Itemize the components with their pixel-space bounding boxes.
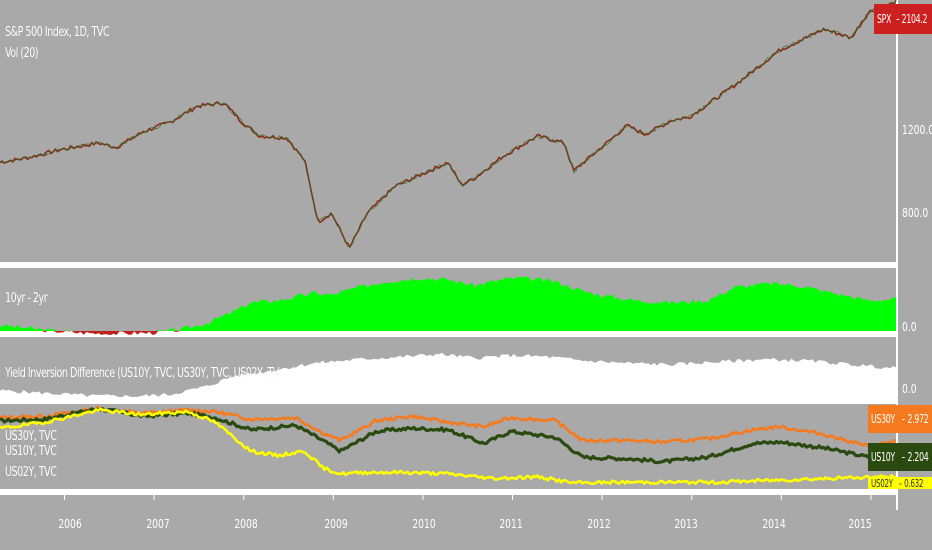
volume-indicator-label[interactable]: Vol (20) — [5, 46, 39, 61]
us10y-price-tag: US10Y - 2.204 — [868, 443, 932, 471]
tag-value: 2.204 — [907, 450, 929, 464]
tag-symbol: US02Y — [871, 477, 893, 489]
spx-price-line — [0, 0, 897, 249]
time-axis-label: 2011 — [499, 517, 523, 531]
spx-price-tag: SPX - 2104.2 — [874, 4, 932, 34]
tag-symbol: US30Y — [871, 412, 895, 426]
time-axis-label: 2006 — [58, 517, 82, 531]
spread-negative-area — [0, 331, 896, 335]
pane-separator — [0, 489, 896, 495]
price-axis-label: 800.0 — [902, 206, 929, 220]
tag-value: 2.972 — [907, 412, 929, 426]
spread-positive-area — [0, 276, 896, 331]
pane-separator — [0, 397, 896, 404]
us30y-price-tag: US30Y - 2.972 — [868, 405, 932, 433]
time-axis-label: 2013 — [674, 517, 698, 531]
price-axis-label: 1200.0 — [902, 123, 932, 137]
spx-candle-overlay — [0, 0, 897, 248]
tag-symbol: SPX — [877, 12, 892, 26]
time-axis-label: 2012 — [587, 517, 611, 531]
inversion-pane-title[interactable]: Yield Inversion Difference (US10Y, TVC, … — [5, 366, 279, 381]
us02y-price-tag: US02Y - 0.632 — [868, 477, 932, 489]
time-axis-label: 2015 — [848, 517, 872, 531]
inversion-axis-label: 0.0 — [902, 382, 917, 396]
tag-value: 0.632 — [904, 477, 924, 489]
spread-pane-title[interactable]: 10yr - 2yr — [5, 291, 48, 306]
pane-separator — [0, 331, 896, 337]
yield-series-label-us30y[interactable]: US30Y, TVC — [5, 429, 57, 444]
time-axis-label: 2008 — [234, 517, 258, 531]
spread-axis-label: 0.0 — [902, 320, 917, 334]
time-axis-label: 2009 — [324, 517, 348, 531]
time-axis-label: 2007 — [146, 517, 170, 531]
yield-series-label-us10y[interactable]: US10Y, TVC — [5, 444, 57, 459]
us10y-line — [0, 407, 898, 465]
us02y-line — [0, 407, 897, 485]
time-axis-label: 2014 — [762, 517, 786, 531]
pane-separator — [0, 262, 896, 268]
tag-symbol: US10Y — [871, 450, 895, 464]
main-pane-title[interactable]: S&P 500 Index, 1D, TVC — [5, 25, 110, 40]
yield-series-label-us02y[interactable]: US02Y, TVC — [5, 465, 57, 480]
inversion-area — [0, 352, 896, 397]
price-axis-border — [896, 0, 898, 510]
time-axis-label: 2010 — [412, 517, 436, 531]
tag-value: 2104.2 — [901, 12, 928, 26]
